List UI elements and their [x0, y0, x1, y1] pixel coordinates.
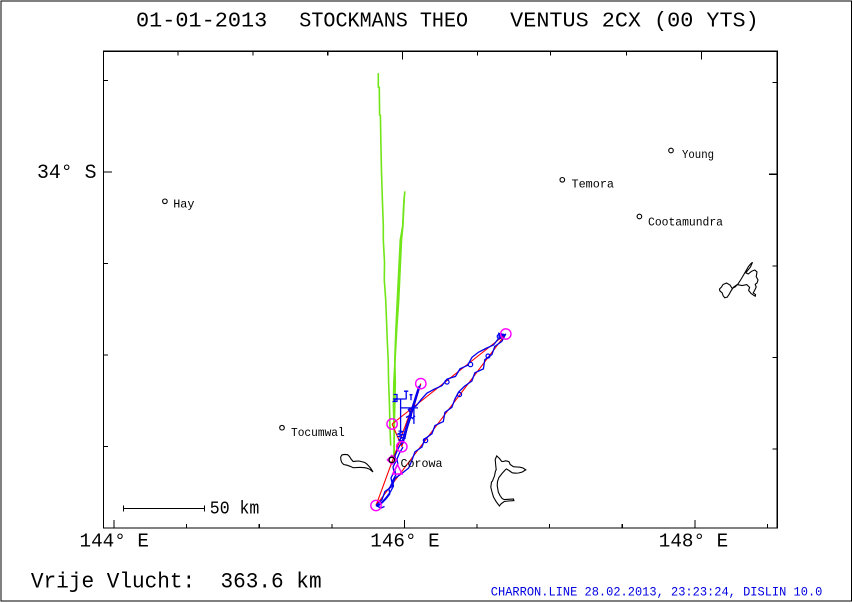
svg-text:144° E: 144° E: [80, 531, 149, 553]
svg-text:Temora: Temora: [572, 177, 615, 191]
svg-text:146° E: 146° E: [370, 531, 439, 553]
svg-text:Tocumwal: Tocumwal: [291, 426, 345, 440]
svg-text:Hay: Hay: [173, 198, 194, 212]
svg-text:VENTUS 2CX (00 YTS): VENTUS 2CX (00 YTS): [510, 10, 759, 34]
svg-text:148° E: 148° E: [659, 531, 728, 553]
svg-text:Cootamundra: Cootamundra: [648, 215, 723, 229]
svg-text:Young: Young: [682, 148, 714, 162]
svg-text:STOCKMANS THEO: STOCKMANS THEO: [299, 10, 468, 34]
svg-text:01-01-2013: 01-01-2013: [136, 10, 267, 34]
svg-text:34° S: 34° S: [37, 162, 97, 185]
svg-text:Vrije Vlucht: 363.6 km: Vrije Vlucht: 363.6 km: [31, 570, 322, 595]
svg-text:CHARRON.LINE 28.02.2013, 23:23: CHARRON.LINE 28.02.2013, 23:23:24, DISLI…: [491, 586, 823, 600]
svg-text:50 km: 50 km: [210, 500, 259, 520]
svg-text:Corowa: Corowa: [401, 457, 443, 471]
